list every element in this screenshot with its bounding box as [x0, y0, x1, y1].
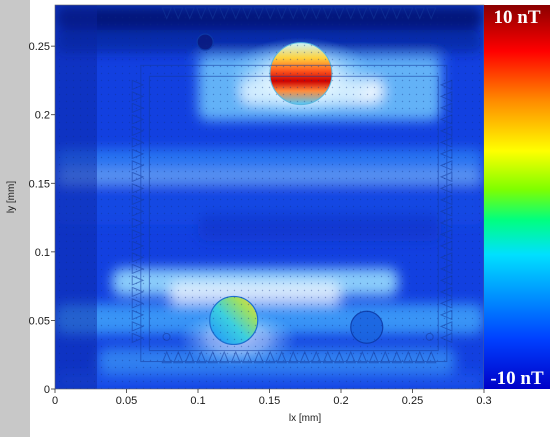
x-tick-label: 0.15 — [259, 395, 280, 407]
y-axis-label: ly [mm] — [6, 181, 17, 213]
colorbar-max-label: 10 nT — [494, 7, 541, 28]
x-tick-label: 0.3 — [476, 395, 491, 407]
y-tick-label: 0.1 — [35, 247, 50, 259]
x-tick-label: 0.25 — [402, 395, 423, 407]
x-tick-label: 0 — [52, 395, 58, 407]
colorbar — [484, 5, 550, 389]
y-tick-label: 0 — [44, 384, 50, 396]
x-tick-label: 0.05 — [116, 395, 137, 407]
y-tick-label: 0.15 — [29, 178, 50, 190]
y-tick-label: 0.2 — [35, 110, 50, 122]
plot-area — [55, 5, 484, 389]
dot-grid — [55, 5, 484, 389]
colorbar-min-label: -10 nT — [490, 368, 544, 389]
x-tick-label: 0.2 — [333, 395, 348, 407]
left-margin — [0, 0, 30, 437]
y-axis: 0 0.05 0.1 0.15 0.2 0.25 — [29, 41, 55, 396]
y-tick-label: 0.25 — [29, 41, 50, 53]
x-axis: 0 0.05 0.1 0.15 0.2 0.25 0.3 — [52, 389, 492, 407]
x-axis-label: lx [mm] — [289, 413, 321, 424]
y-tick-label: 0.05 — [29, 315, 50, 327]
x-tick-label: 0.1 — [190, 395, 205, 407]
